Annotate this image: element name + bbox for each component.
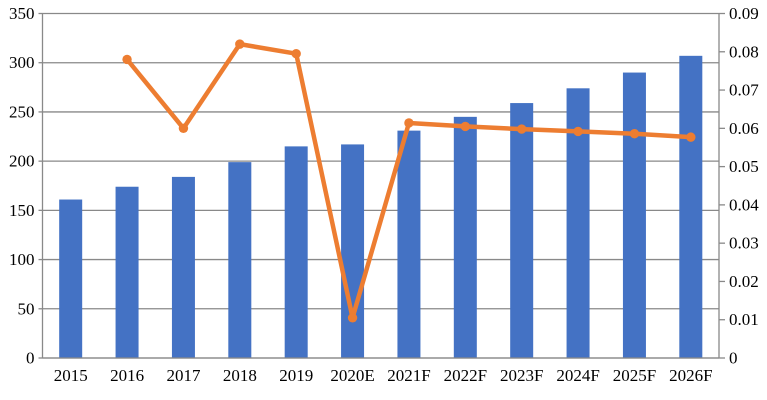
left-axis-tick-label: 350 xyxy=(9,4,35,23)
right-axis-tick-label: 0.01 xyxy=(729,310,759,329)
right-axis-tick-label: 0.08 xyxy=(729,42,759,61)
left-axis-tick-label: 300 xyxy=(9,53,35,72)
line-marker-2018 xyxy=(235,39,245,49)
left-axis-tick-label: 50 xyxy=(18,299,35,318)
right-axis-tick-label: 0.02 xyxy=(729,272,759,291)
x-axis-label-2021F: 2021F xyxy=(387,366,430,385)
bar-2015 xyxy=(59,199,83,358)
right-axis-tick-label: 0.03 xyxy=(729,234,759,253)
x-axis-label-2016: 2016 xyxy=(110,366,144,385)
left-axis-tick-label: 0 xyxy=(26,349,35,368)
x-axis-label-2023F: 2023F xyxy=(500,366,543,385)
line-marker-2020E xyxy=(347,313,358,323)
x-axis-label-2020E: 2020E xyxy=(330,366,374,385)
line-marker-2023F xyxy=(516,124,527,134)
left-axis-tick-label: 250 xyxy=(9,102,35,121)
x-axis-label-2026F: 2026F xyxy=(669,366,712,385)
bar-2020E xyxy=(341,144,365,358)
left-axis-tick-label: 100 xyxy=(9,250,35,269)
bar-2016 xyxy=(115,186,139,358)
right-axis-tick-label: 0.06 xyxy=(729,119,759,138)
x-axis-label-2018: 2018 xyxy=(223,366,257,385)
x-axis-label-2019: 2019 xyxy=(279,366,313,385)
bar-2021F xyxy=(397,130,421,358)
bar-2018 xyxy=(228,162,252,358)
x-axis-label-2024F: 2024F xyxy=(556,366,599,385)
right-axis-tick-label: 0.09 xyxy=(729,4,759,23)
line-marker-2019 xyxy=(291,48,301,59)
line-marker-2025F xyxy=(629,128,640,139)
left-axis-tick-label: 150 xyxy=(9,201,35,220)
line-marker-2021F xyxy=(404,118,414,128)
bar-2025F xyxy=(622,72,646,359)
line-marker-2024F xyxy=(573,126,583,137)
right-axis-tick-label: 0.04 xyxy=(729,195,759,214)
right-axis-tick-label: 0 xyxy=(729,349,738,368)
bar-2023F xyxy=(510,103,534,358)
bar-2024F xyxy=(566,88,590,358)
line-marker-2022F xyxy=(460,121,471,132)
bar-2017 xyxy=(171,176,195,358)
line-marker-2017 xyxy=(178,123,189,134)
bar-2026F xyxy=(679,55,703,359)
bar-2022F xyxy=(453,116,477,358)
x-axis-label-2025F: 2025F xyxy=(613,366,656,385)
x-axis-label-2022F: 2022F xyxy=(444,366,487,385)
right-axis-tick-label: 0.05 xyxy=(729,157,759,176)
line-marker-2016 xyxy=(122,54,132,65)
bar-2019 xyxy=(284,146,308,358)
left-axis-tick-label: 200 xyxy=(9,152,35,171)
x-axis-label-2017: 2017 xyxy=(166,366,201,385)
right-axis-tick-label: 0.07 xyxy=(729,81,759,100)
line-marker-2026F xyxy=(686,132,696,142)
x-axis-label-2015: 2015 xyxy=(54,366,88,385)
